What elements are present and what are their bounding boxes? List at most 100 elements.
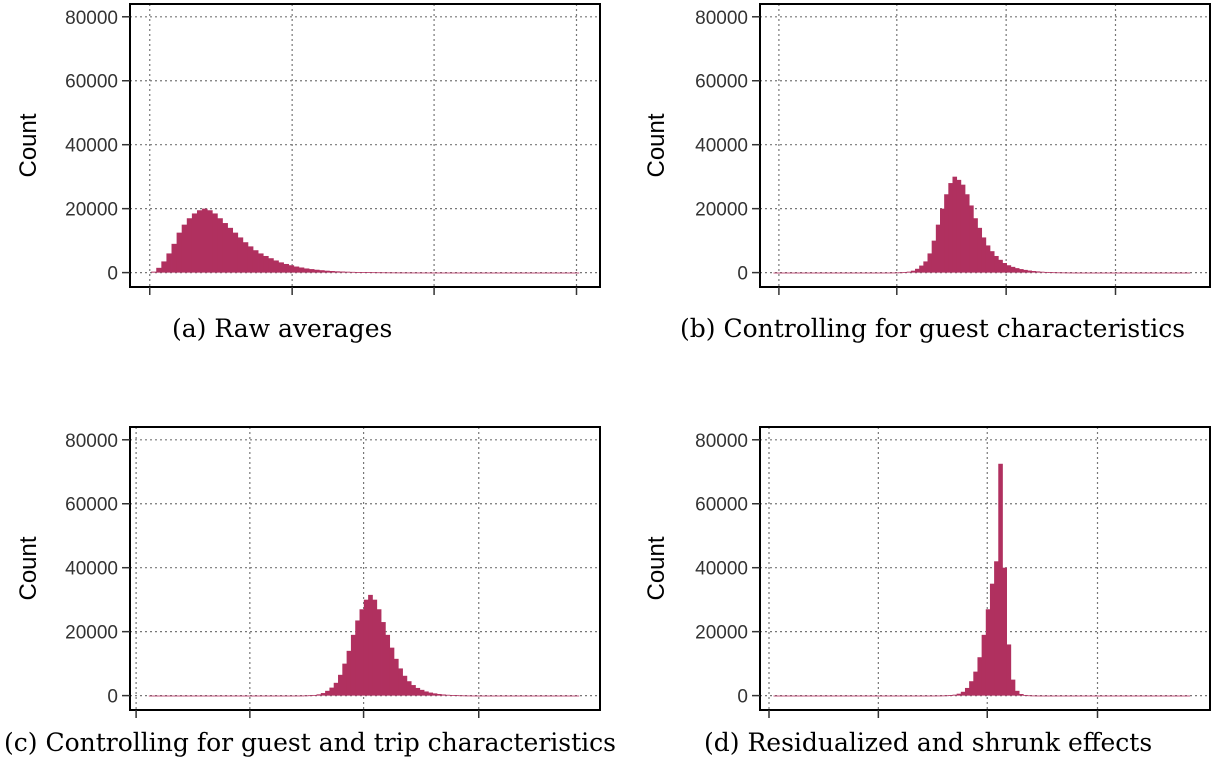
histogram-bar: [557, 695, 563, 697]
histogram-bar: [806, 695, 812, 697]
histogram-bar: [349, 271, 356, 273]
histogram-bar: [269, 695, 274, 697]
histogram-bar: [835, 272, 841, 274]
histogram-bar: [462, 695, 468, 697]
histogram-bar: [1110, 695, 1116, 697]
caption-a: (a) Raw averages: [172, 314, 393, 343]
histogram-bar: [522, 272, 529, 274]
histogram-bar: [484, 695, 489, 697]
histogram-bar: [885, 695, 891, 697]
histogram-bar: [527, 695, 532, 697]
histogram-bar: [436, 694, 442, 696]
histogram-bar: [1102, 695, 1107, 697]
histogram-bar: [458, 695, 464, 697]
histogram-bar: [221, 695, 227, 697]
histogram-bar: [981, 634, 987, 696]
histogram-bar: [1135, 695, 1141, 697]
histogram-bar: [781, 272, 787, 274]
histogram-bar: [1156, 272, 1162, 274]
histogram-bar: [295, 695, 300, 697]
histogram-bar: [881, 695, 887, 697]
histogram-bar: [935, 695, 941, 697]
histogram-bar: [273, 695, 279, 697]
histogram-bar: [798, 272, 804, 274]
histogram-bar: [333, 682, 339, 696]
histogram-bar: [810, 695, 816, 697]
histogram-bar: [421, 272, 427, 274]
y-axis-title: Count: [643, 536, 670, 600]
histogram-bar: [565, 695, 571, 697]
histogram-bar: [428, 692, 434, 696]
y-axis-title: Count: [643, 113, 670, 177]
histogram-bar: [487, 272, 493, 274]
histogram-bar: [1131, 272, 1137, 274]
histogram-bar: [512, 272, 519, 274]
histogram-bar: [505, 695, 511, 697]
histogram-bar: [178, 695, 184, 697]
histogram-bar: [419, 689, 425, 696]
histogram-bar: [411, 685, 416, 696]
histogram-bar: [1019, 269, 1024, 273]
histogram-bar: [902, 272, 908, 273]
histogram-bar: [518, 695, 524, 697]
histogram-bar: [1060, 272, 1066, 274]
histogram-bar: [187, 695, 193, 697]
histogram-bar: [461, 272, 468, 274]
histogram-bar: [1118, 695, 1124, 697]
histogram-bar: [568, 272, 575, 274]
histogram-bar: [363, 599, 369, 696]
histogram-bar: [415, 272, 422, 274]
histogram-bar: [298, 267, 305, 273]
histogram-bar: [1185, 272, 1191, 274]
histogram-bar: [1081, 272, 1087, 274]
histogram-bar: [299, 695, 305, 697]
histogram-bar: [307, 695, 313, 697]
y-axis-title: Count: [15, 536, 42, 600]
histogram-bar: [1173, 695, 1178, 697]
histogram-bar: [1177, 272, 1182, 274]
histogram-bar: [1002, 263, 1007, 273]
histogram-bar: [354, 272, 361, 273]
histogram-bar: [247, 695, 253, 697]
histogram-bar: [475, 695, 481, 697]
caption-d: (d) Residualized and shrunk effects: [704, 728, 1153, 757]
histogram-bar: [1139, 272, 1145, 274]
histogram-bar: [497, 695, 502, 697]
histogram-chart: 0 20000 40000 60000 80000 Count: [643, 3, 1211, 295]
histogram-bar: [944, 194, 949, 273]
histogram-bar: [563, 272, 570, 274]
histogram-bar: [931, 240, 937, 273]
histogram-bar: [1044, 271, 1049, 273]
panel-b: 0 20000 40000 60000 80000 Count: [610, 0, 1220, 300]
histogram-bar: [242, 242, 249, 273]
histogram-bar: [881, 272, 887, 274]
histogram-bar: [202, 208, 208, 273]
histogram-bar: [1073, 272, 1078, 274]
histogram-bar: [507, 272, 514, 274]
histogram-bar: [166, 695, 171, 697]
histogram-bar: [277, 695, 283, 697]
histogram-bar: [1123, 272, 1128, 274]
histogram-bar: [802, 695, 808, 697]
histogram-bar: [431, 272, 437, 274]
histogram-bar: [1077, 272, 1082, 274]
histogram-bar: [1056, 695, 1062, 697]
histogram-bar: [389, 647, 395, 696]
histogram-bar: [944, 695, 949, 697]
histogram-bar: [314, 269, 320, 273]
histogram-bar: [558, 272, 564, 274]
histogram-bar: [890, 272, 895, 274]
panel-a: 0 20000 40000 60000 80000 Count: [0, 0, 610, 300]
histogram-bar: [931, 695, 937, 697]
histogram-bar: [1185, 695, 1191, 697]
histogram-bar: [166, 253, 172, 273]
plot-border: [129, 3, 601, 288]
histogram-bar: [415, 687, 421, 696]
histogram-bar: [777, 695, 783, 697]
histogram-bar: [1164, 272, 1170, 274]
histogram-bar: [1127, 695, 1132, 697]
histogram-bar: [283, 263, 290, 273]
histogram-bar: [346, 650, 352, 696]
histogram-bar: [823, 695, 829, 697]
histogram-bar: [170, 695, 176, 697]
